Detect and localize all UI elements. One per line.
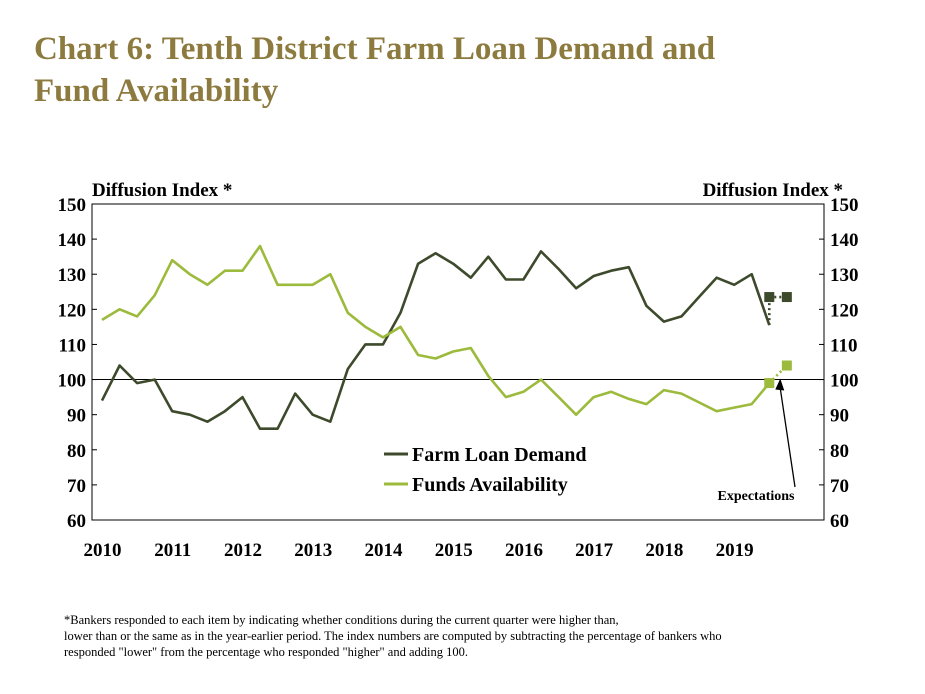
expectation-marker [781, 360, 792, 371]
y-tick-label-left: 130 [58, 265, 87, 286]
y-tick-label-right: 60 [830, 511, 849, 532]
chart-title: Chart 6: Tenth District Farm Loan Demand… [34, 28, 894, 112]
x-tick-label: 2015 [435, 540, 473, 561]
plot-frame [91, 203, 825, 521]
y-tick-label-left: 120 [58, 300, 87, 321]
y-tick-label-left: 80 [67, 441, 86, 462]
y-tick-label-left: 100 [58, 371, 87, 392]
footnote-line1: *Bankers responded to each item by indic… [64, 613, 619, 627]
y-tick-label-right: 120 [830, 300, 859, 321]
y-tick-label-right: 110 [830, 335, 857, 356]
left-axis-label: Diffusion Index * [92, 180, 232, 201]
legend-label-farm-loan-demand: Farm Loan Demand [412, 444, 586, 466]
y-tick-label-right: 130 [830, 265, 859, 286]
x-tick-label: 2012 [224, 540, 262, 561]
y-tick-label-left: 150 [58, 195, 87, 216]
y-tick-label-left: 60 [67, 511, 86, 532]
expectation-marker [764, 378, 775, 389]
y-tick-label-right: 80 [830, 441, 849, 462]
y-tick-label-right: 140 [830, 230, 859, 251]
expectation-marker [781, 292, 792, 303]
x-tick-label: 2014 [364, 540, 403, 561]
y-tick-label-left: 90 [67, 406, 86, 427]
x-tick-label: 2010 [84, 540, 122, 561]
footnote-line2: lower than or the same as in the year-ea… [64, 629, 722, 643]
y-tick-label-right: 90 [830, 406, 849, 427]
chart-title-line1: Chart 6: Tenth District Farm Loan Demand… [34, 31, 716, 67]
series-line-farm-loan-demand [100, 250, 771, 431]
x-tick-label: 2019 [716, 540, 754, 561]
expectations-annotation: Expectations [718, 489, 796, 504]
chart-title-line2: Fund Availability [34, 73, 279, 109]
expectations-arrow-head [775, 378, 785, 391]
x-tick-label: 2017 [575, 540, 614, 561]
legend-label-funds-availability: Funds Availability [412, 474, 568, 496]
footnote-line3: responded "lower" from the percentage wh… [64, 645, 468, 659]
x-tick-label: 2016 [505, 540, 543, 561]
y-tick-label-left: 110 [59, 335, 86, 356]
right-axis-label: Diffusion Index * [703, 180, 843, 201]
y-tick-label-left: 70 [67, 476, 86, 497]
y-tick-label-left: 140 [58, 230, 87, 251]
x-tick-label: 2018 [645, 540, 683, 561]
x-tick-label: 2011 [154, 540, 191, 561]
y-tick-label-right: 150 [830, 195, 859, 216]
x-tick-label: 2013 [294, 540, 332, 561]
series-line-funds-availability [101, 244, 771, 417]
expectations-arrow-line [779, 388, 796, 488]
footnote: *Bankers responded to each item by indic… [64, 612, 884, 660]
y-tick-label-right: 70 [830, 476, 849, 497]
y-tick-label-right: 100 [830, 371, 859, 392]
expectation-marker [764, 292, 775, 303]
